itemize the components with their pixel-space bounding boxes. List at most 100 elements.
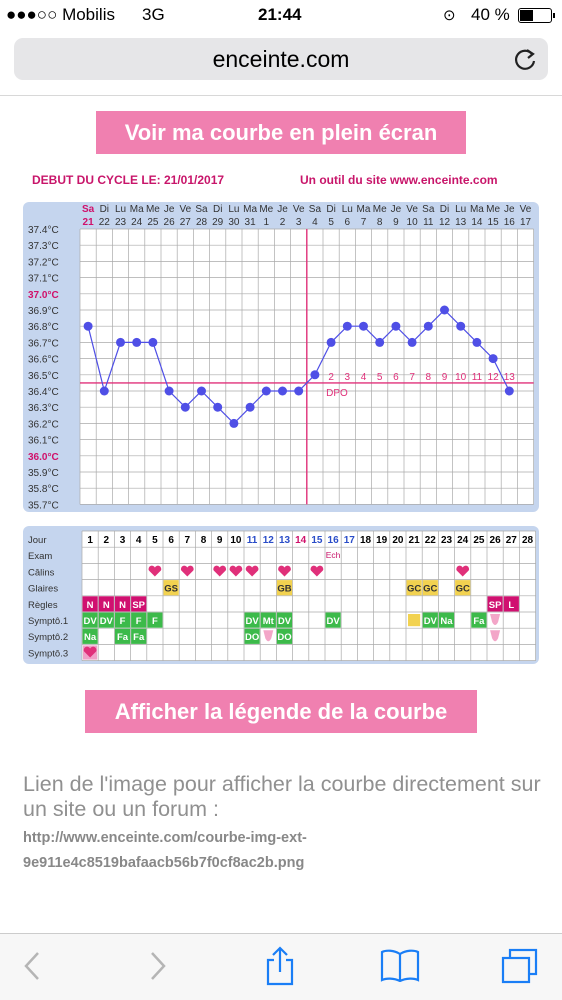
bookmarks-icon[interactable] bbox=[380, 948, 420, 982]
dpo-label: 8 bbox=[426, 372, 432, 383]
share-icon[interactable] bbox=[264, 946, 296, 986]
fullscreen-chart-button[interactable]: Voir ma courbe en plein écran bbox=[96, 111, 466, 154]
dpo-text: DPO bbox=[326, 388, 348, 399]
day-name-label: Je bbox=[277, 204, 288, 215]
image-link-caption: Lien de l'image pour afficher la courbe … bbox=[23, 772, 541, 821]
cycle-day-label: 19 bbox=[376, 535, 388, 546]
show-legend-button[interactable]: Afficher la légende de la courbe bbox=[85, 690, 477, 733]
forward-icon[interactable] bbox=[146, 950, 168, 982]
heart-icon bbox=[148, 565, 162, 577]
day-name-label: Ve bbox=[293, 204, 305, 215]
site-credit-label: Un outil du site www.enceinte.com bbox=[300, 173, 498, 187]
cycle-day-label: 5 bbox=[152, 535, 158, 546]
temperature-point bbox=[245, 402, 255, 412]
address-bar[interactable]: enceinte.com bbox=[14, 38, 548, 80]
symptom1-cell: F bbox=[136, 616, 142, 627]
regles-cell-bg bbox=[503, 596, 519, 612]
heart-icon bbox=[245, 565, 259, 577]
temperature-point bbox=[116, 337, 125, 347]
temperature-point bbox=[180, 402, 190, 412]
row-label: Exam bbox=[28, 551, 52, 562]
day-name-label: Ma bbox=[130, 204, 144, 215]
day-number-label: 1 bbox=[264, 217, 270, 228]
day-number-label: 29 bbox=[212, 217, 224, 228]
regles-cell-bg bbox=[98, 596, 114, 612]
regles-cell: SP bbox=[132, 600, 145, 611]
image-link-url[interactable]: http://www.enceinte.com/courbe-img-ext- … bbox=[23, 826, 543, 876]
divider bbox=[0, 95, 562, 96]
day-name-label: Je bbox=[504, 204, 515, 215]
dpo-label: 7 bbox=[409, 372, 415, 383]
cycle-day-label: 3 bbox=[120, 535, 126, 546]
exam-label: Ech bbox=[326, 550, 341, 560]
day-name-label: Sa bbox=[195, 204, 208, 215]
glaire-cell-bg bbox=[455, 580, 471, 596]
drop-icon bbox=[490, 630, 501, 642]
day-number-label: 22 bbox=[99, 217, 111, 228]
image-link-url-line1[interactable]: http://www.enceinte.com/courbe-img-ext- bbox=[23, 830, 307, 846]
day-number-label: 7 bbox=[361, 217, 367, 228]
dpo-label: 10 bbox=[455, 372, 467, 383]
temperature-point bbox=[278, 386, 287, 396]
y-tick-label: 37.3°C bbox=[28, 241, 59, 252]
temperature-point bbox=[472, 337, 482, 347]
y-tick-label: 36.8°C bbox=[28, 322, 59, 333]
symptom1-cell-bg bbox=[98, 612, 114, 628]
day-name-label: Me bbox=[373, 204, 387, 215]
back-icon[interactable] bbox=[22, 950, 44, 982]
y-tick-label: 36.0°C bbox=[28, 452, 59, 463]
cycle-day-label: 25 bbox=[473, 535, 485, 546]
grid-symptom-icon bbox=[408, 614, 421, 627]
day-name-label: Je bbox=[391, 204, 402, 215]
glaire-cell: GC bbox=[407, 584, 421, 595]
glaire-cell: GC bbox=[423, 584, 437, 595]
cycle-day-label: 13 bbox=[279, 535, 291, 546]
symptom2-cell-bg bbox=[276, 628, 293, 644]
drop-icon bbox=[263, 630, 274, 642]
reload-icon[interactable] bbox=[512, 46, 538, 72]
day-number-label: 31 bbox=[245, 217, 257, 228]
day-name-label: Ma bbox=[357, 204, 371, 215]
day-number-label: 2 bbox=[280, 217, 286, 228]
day-name-label: Ma bbox=[470, 204, 484, 215]
dpo-label: 11 bbox=[472, 372, 483, 383]
cycle-day-label: 11 bbox=[247, 535, 258, 546]
cycle-day-label: 7 bbox=[185, 535, 191, 546]
y-tick-label: 37.4°C bbox=[28, 225, 59, 236]
symptom1-cell-bg bbox=[114, 612, 131, 628]
day-number-label: 9 bbox=[393, 217, 399, 228]
heart-icon bbox=[456, 565, 470, 577]
symptom1-cell-bg bbox=[260, 612, 276, 628]
url-text[interactable]: enceinte.com bbox=[212, 46, 350, 72]
browser-toolbar bbox=[0, 933, 562, 1000]
battery-percent: 40 % bbox=[471, 5, 510, 24]
temperature-point bbox=[164, 386, 174, 396]
symptom1-cell: DV bbox=[245, 616, 259, 627]
day-number-label: 28 bbox=[196, 217, 208, 228]
cycle-start-label: DEBUT DU CYCLE LE: 21/01/2017 bbox=[32, 173, 224, 187]
symptom1-cell: DV bbox=[424, 616, 438, 627]
symptom1-cell: Mt bbox=[263, 616, 275, 627]
status-bar: ●●●○○ Mobilis 3G 21:44 ⊙ 40 % bbox=[0, 0, 562, 30]
dpo-label: 9 bbox=[442, 372, 448, 383]
day-name-label: Ve bbox=[520, 204, 532, 215]
symptom2-cell: DO bbox=[277, 632, 291, 643]
day-name-label: Ve bbox=[179, 204, 191, 215]
cycle-day-label: 9 bbox=[217, 535, 223, 546]
row-label: Symptô.2 bbox=[28, 632, 68, 643]
tabs-icon[interactable] bbox=[500, 948, 540, 984]
cycle-day-label: 8 bbox=[201, 535, 207, 546]
symptom1-cell-bg bbox=[244, 612, 260, 628]
glaire-cell: GB bbox=[277, 584, 291, 595]
image-link-url-line2[interactable]: 9e911e4c8519bafaacb56b7f0cf8ac2b.png bbox=[23, 855, 305, 871]
temperature-point bbox=[407, 337, 417, 347]
heart-icon bbox=[310, 565, 324, 577]
day-name-label: Lu bbox=[228, 204, 239, 215]
glaire-cell-bg bbox=[422, 580, 438, 596]
y-tick-label: 36.4°C bbox=[28, 387, 59, 398]
cycle-day-label: 2 bbox=[104, 535, 110, 546]
rotation-lock-icon: ⊙ bbox=[443, 7, 456, 24]
cycle-day-label: 16 bbox=[328, 535, 340, 546]
day-name-label: Me bbox=[146, 204, 160, 215]
day-name-label: Lu bbox=[455, 204, 466, 215]
